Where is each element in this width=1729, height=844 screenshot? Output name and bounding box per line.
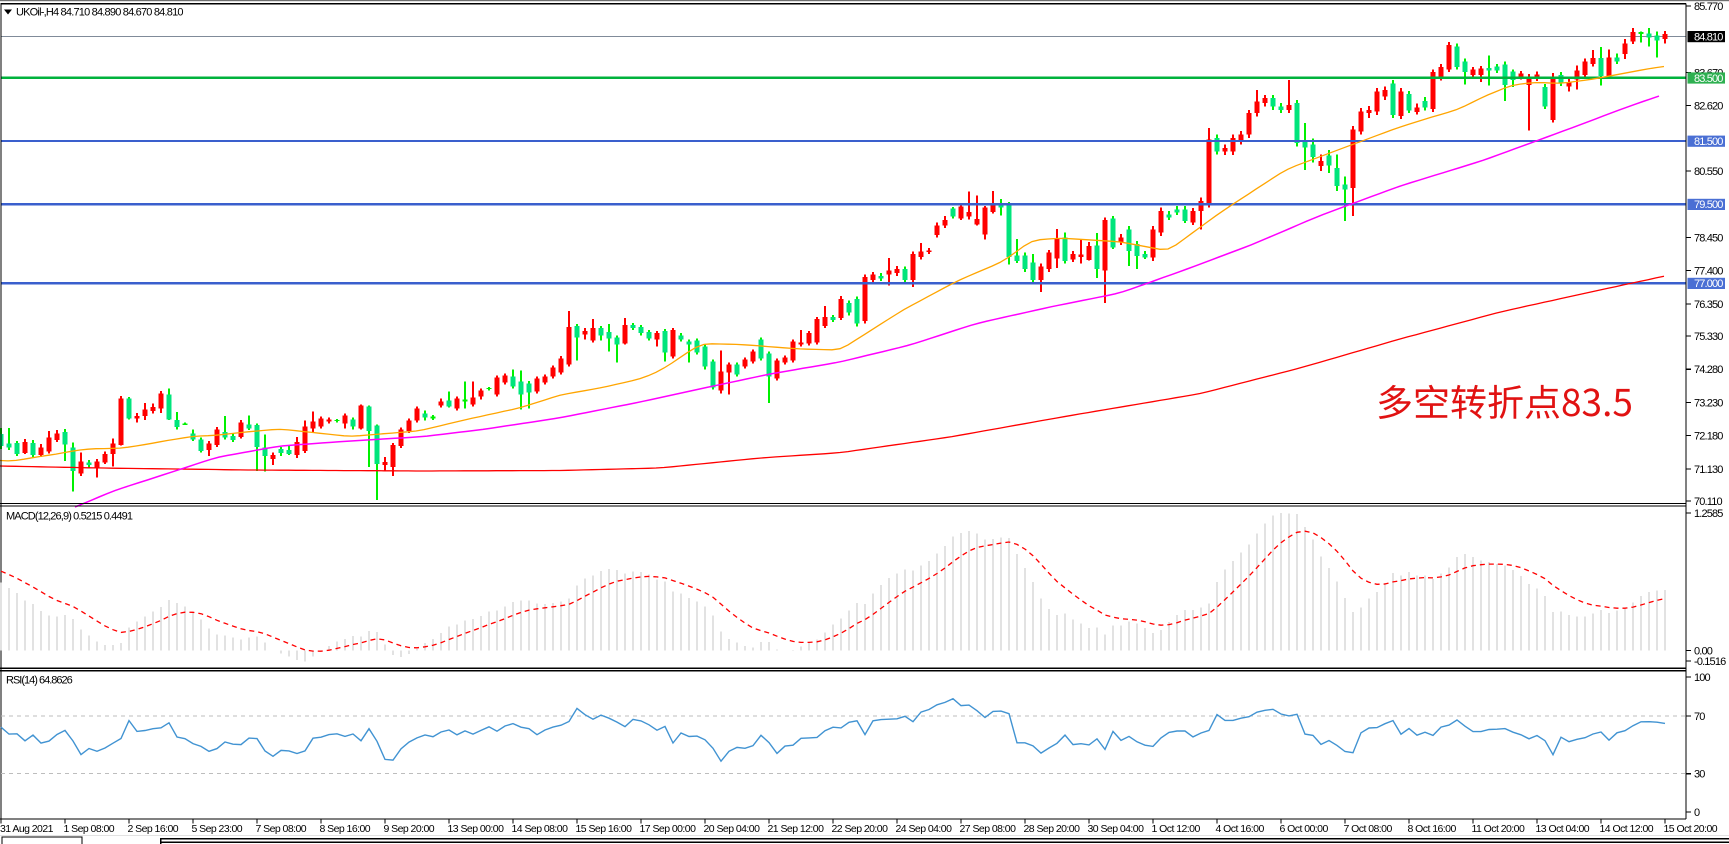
svg-text:13 Oct 04:00: 13 Oct 04:00 [1536, 823, 1590, 835]
svg-text:7 Oct 08:00: 7 Oct 08:00 [1344, 823, 1393, 835]
svg-text:31 Aug 2021: 31 Aug 2021 [0, 823, 54, 835]
svg-text:77.000: 77.000 [1694, 278, 1723, 290]
svg-text:0: 0 [1694, 807, 1700, 819]
svg-text:11 Oct 20:00: 11 Oct 20:00 [1472, 823, 1525, 835]
svg-text:-0.1516: -0.1516 [1694, 656, 1726, 668]
svg-text:74.280: 74.280 [1694, 364, 1723, 376]
svg-text:73.230: 73.230 [1694, 397, 1723, 409]
svg-text:8 Sep 16:00: 8 Sep 16:00 [320, 823, 371, 835]
svg-text:100: 100 [1694, 672, 1711, 684]
svg-text:8 Oct 16:00: 8 Oct 16:00 [1408, 823, 1457, 835]
svg-text:1 Oct 12:00: 1 Oct 12:00 [1152, 823, 1201, 835]
svg-text:70.110: 70.110 [1694, 496, 1722, 508]
svg-text:4 Oct 16:00: 4 Oct 16:00 [1216, 823, 1265, 835]
svg-text:75.330: 75.330 [1694, 331, 1723, 343]
svg-text:71.130: 71.130 [1694, 464, 1723, 476]
svg-text:6 Oct 00:00: 6 Oct 00:00 [1280, 823, 1329, 835]
svg-text:83.500: 83.500 [1694, 73, 1723, 85]
svg-text:30: 30 [1694, 769, 1705, 781]
svg-text:RSI(14) 64.8626: RSI(14) 64.8626 [6, 675, 73, 687]
svg-text:13 Sep 00:00: 13 Sep 00:00 [448, 823, 505, 835]
svg-text:20 Sep 04:00: 20 Sep 04:00 [704, 823, 761, 835]
svg-text:24 Sep 04:00: 24 Sep 04:00 [896, 823, 953, 835]
svg-text:14 Sep 08:00: 14 Sep 08:00 [512, 823, 569, 835]
svg-text:27 Sep 08:00: 27 Sep 08:00 [960, 823, 1017, 835]
svg-text:14 Oct 12:00: 14 Oct 12:00 [1600, 823, 1654, 835]
svg-text:79.500: 79.500 [1694, 199, 1723, 211]
svg-text:21 Sep 12:00: 21 Sep 12:00 [768, 823, 825, 835]
svg-text:MACD(12,26,9) 0.5215 0.4491: MACD(12,26,9) 0.5215 0.4491 [6, 511, 133, 523]
svg-text:80.550: 80.550 [1694, 166, 1723, 178]
svg-text:77.400: 77.400 [1694, 266, 1723, 278]
svg-text:5 Sep 23:00: 5 Sep 23:00 [192, 823, 243, 835]
svg-text:30 Sep 04:00: 30 Sep 04:00 [1088, 823, 1145, 835]
svg-text:0.00: 0.00 [1694, 646, 1713, 658]
svg-text:1 Sep 08:00: 1 Sep 08:00 [64, 823, 115, 835]
svg-text:82.620: 82.620 [1694, 101, 1723, 113]
svg-text:81.500: 81.500 [1694, 136, 1723, 148]
svg-text:78.450: 78.450 [1694, 232, 1723, 244]
svg-text:2 Sep 16:00: 2 Sep 16:00 [128, 823, 179, 835]
svg-text:15 Oct 20:00: 15 Oct 20:00 [1664, 823, 1718, 835]
svg-text:72.180: 72.180 [1694, 431, 1723, 443]
svg-text:15 Sep 16:00: 15 Sep 16:00 [576, 823, 633, 835]
svg-text:7 Sep 08:00: 7 Sep 08:00 [256, 823, 307, 835]
svg-text:70: 70 [1694, 711, 1705, 723]
svg-text:UKOil-,H4 84.710 84.890 84.67: UKOil-,H4 84.710 84.890 84.670 84.810 [16, 7, 183, 19]
svg-text:9 Sep 20:00: 9 Sep 20:00 [384, 823, 435, 835]
svg-text:85.770: 85.770 [1694, 1, 1723, 13]
svg-text:1.2585: 1.2585 [1694, 508, 1723, 520]
svg-text:28 Sep 20:00: 28 Sep 20:00 [1024, 823, 1081, 835]
svg-text:22 Sep 20:00: 22 Sep 20:00 [832, 823, 889, 835]
svg-text:84.810: 84.810 [1694, 31, 1723, 43]
svg-text:17 Sep 00:00: 17 Sep 00:00 [640, 823, 697, 835]
svg-text:76.350: 76.350 [1694, 299, 1723, 311]
